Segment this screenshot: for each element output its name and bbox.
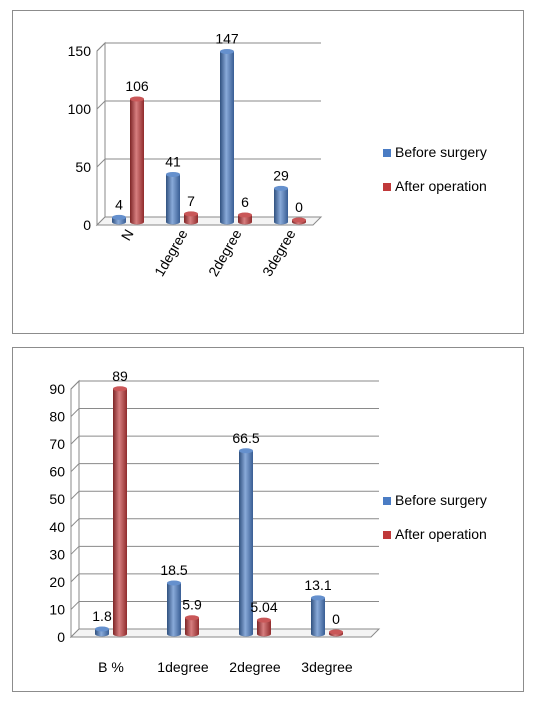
gridline [70, 600, 379, 610]
x-tick-label: N [118, 227, 137, 244]
x-tick-label: 3degree [259, 226, 299, 279]
data-label: 41 [165, 153, 181, 169]
legend-swatch [383, 149, 391, 157]
data-label: 6 [241, 194, 249, 210]
y-tick-label: 60 [49, 464, 65, 480]
x-tick-label: 1degree [157, 659, 209, 675]
legend-swatch [383, 497, 391, 505]
legend-label: After operation [395, 178, 487, 194]
x-tick-label: 2degree [229, 659, 281, 675]
floor [95, 216, 323, 226]
y-tick-label: 10 [49, 601, 65, 617]
bar [292, 217, 306, 225]
y-tick-label: 40 [49, 519, 65, 535]
legend: Before surgery After operation [383, 492, 487, 542]
gridline [70, 380, 379, 390]
bar [238, 212, 252, 225]
bar [311, 595, 325, 637]
bar [329, 629, 343, 637]
bar-chart-2: 01020304050607080901.88918.55.966.55.041… [49, 368, 487, 675]
bar [274, 185, 288, 225]
data-label: 66.5 [232, 430, 259, 446]
floor [69, 628, 381, 638]
bar [239, 448, 253, 637]
data-label: 89 [112, 368, 128, 384]
x-tick-label: 3degree [301, 659, 353, 675]
bar-chart-1: 0 50 100 150 4 106 41 7 147 6 29 0 N 1degree 2degree 3d… [68, 30, 487, 279]
gridline [70, 463, 379, 473]
side-wall [96, 41, 106, 227]
data-label: 4 [115, 196, 123, 212]
y-tick-label: 80 [49, 409, 65, 425]
bar [167, 580, 182, 637]
gridline [70, 408, 379, 417]
gridline [70, 545, 379, 555]
data-label: 5.9 [182, 597, 202, 613]
y-tick-label: 50 [75, 159, 91, 175]
legend-label: After operation [395, 526, 487, 542]
x-tick-label: B % [98, 659, 124, 675]
bar [166, 171, 180, 225]
x-tick-label: 1degree [151, 226, 191, 279]
data-label: 13.1 [304, 577, 331, 593]
gridlines [95, 41, 323, 227]
legend-label: Before surgery [395, 144, 487, 160]
y-tick-label: 20 [49, 574, 65, 590]
gridline [96, 100, 321, 110]
data-labels: 4 106 41 7 147 6 29 0 [115, 30, 303, 215]
data-label: 18.5 [160, 562, 187, 578]
data-label: 7 [187, 193, 195, 209]
bar [220, 48, 234, 225]
y-tick-label: 150 [68, 43, 92, 59]
bar [130, 96, 144, 225]
bar [112, 214, 126, 225]
chart-panel-2: 0 10 20 30 40 50 60 70 80 90 1.8 89 18.5 5.9 66.5 5.04 1… [12, 347, 524, 692]
y-tick-label: 50 [49, 491, 65, 507]
gridline [70, 518, 379, 528]
legend-swatch [383, 183, 391, 191]
data-label: 1.8 [92, 608, 112, 624]
y-tick-label: 100 [68, 101, 92, 117]
y-tick-label: 30 [49, 546, 65, 562]
bar [95, 626, 109, 637]
data-label: 5.04 [250, 599, 277, 615]
bar [257, 617, 271, 637]
side-wall [70, 379, 80, 639]
gridlines [69, 379, 381, 639]
data-labels: 1.8 89 18.5 5.9 66.5 5.04 13.1 0 [92, 368, 340, 627]
bar [185, 615, 199, 637]
y-tick-label: 0 [57, 629, 65, 645]
y-tick-label: 70 [49, 436, 65, 452]
x-tick-label: 2degree [205, 226, 245, 279]
data-label: 29 [273, 167, 289, 183]
bars [112, 48, 306, 225]
y-tick-label: 90 [49, 381, 65, 397]
bar [113, 386, 127, 637]
data-label: 147 [215, 30, 239, 46]
gridline [70, 435, 379, 445]
bar [184, 211, 198, 225]
data-label: 0 [295, 199, 303, 215]
y-tick-label: 0 [83, 217, 91, 233]
chart-panel-1: 0 50 100 150 4 106 41 7 147 6 29 0 N 1degree 2degree 3d… [12, 10, 524, 334]
legend: Before surgery After operation [383, 144, 487, 194]
gridline [96, 42, 321, 52]
bars [95, 386, 343, 637]
gridline [70, 573, 379, 583]
legend-label: Before surgery [395, 492, 487, 508]
legend-swatch [383, 531, 391, 539]
data-label: 0 [332, 611, 340, 627]
gridline [96, 158, 321, 168]
data-label: 106 [125, 78, 149, 94]
gridline [70, 490, 379, 500]
